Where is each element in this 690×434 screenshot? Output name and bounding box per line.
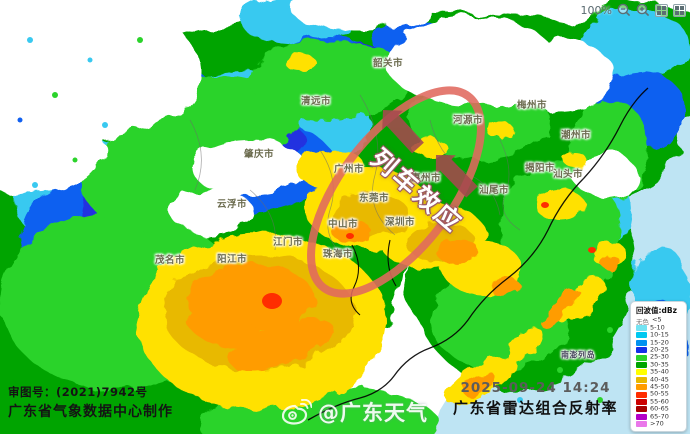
map-credits: 审图号：(2021)7942号 广东省气象数据中心制作 (8, 384, 173, 421)
legend-title: 回波值:dBz (636, 306, 677, 315)
boundary-lines (189, 94, 521, 256)
zoom-out-icon (617, 3, 631, 17)
legend-swatch (636, 406, 647, 413)
legend-no-color-value: <5 (652, 315, 662, 324)
legend-range-label: 40-45 (650, 375, 669, 384)
legend-range-label: 10-15 (650, 330, 669, 339)
legend-row: 50-55 (636, 391, 682, 398)
data-center-credit: 广东省气象数据中心制作 (8, 404, 173, 420)
annotation-arrows (382, 110, 478, 198)
reflectivity-legend: 回波值:dBz 无色 <5 5-10 10-15 15-20 20-25 25-30 30… (630, 301, 687, 432)
legend-range-label: 45-50 (650, 382, 669, 391)
legend-swatch (636, 398, 647, 405)
legend-range-label: 55-60 (650, 397, 669, 406)
legend-swatch (636, 347, 647, 354)
zoom-in-button[interactable] (636, 3, 650, 17)
echo-gaps (0, 0, 637, 234)
map-approval-number: 审图号：(2021)7942号 (8, 385, 148, 399)
legend-swatch (636, 413, 647, 420)
legend-range-label: 15-20 (650, 338, 669, 347)
legend-swatch (636, 362, 647, 369)
zoom-in-icon (636, 3, 650, 17)
layer-toggle-2-icon[interactable] (673, 3, 686, 17)
weibo-watermark: @广东天气 (282, 397, 428, 427)
zoom-out-button[interactable] (617, 3, 631, 17)
legend-range-label: 30-35 (650, 360, 669, 369)
weibo-icon (282, 399, 312, 425)
annotation-ellipse (307, 86, 485, 298)
legend-swatch (636, 339, 647, 346)
legend-range-label: 25-30 (650, 352, 669, 361)
layer-toggle-1-icon[interactable] (655, 3, 668, 17)
radar-timestamp: 2025-09-24 14:24 (460, 380, 611, 396)
train-effect-arrow-2 (435, 155, 478, 198)
legend-swatch (636, 421, 647, 428)
legend-range-label: 65-70 (650, 412, 669, 421)
legend-range-label: 50-55 (650, 389, 669, 398)
legend-row: 15-20 (636, 339, 682, 346)
legend-row-no-color: 无色 <5 (636, 315, 682, 326)
legend-swatch (636, 376, 647, 383)
legend-swatch (636, 354, 647, 361)
legend-no-color-label: 无色 (636, 317, 649, 326)
legend-range-label: 35-40 (650, 367, 669, 376)
legend-row: 60-65 (636, 406, 682, 413)
legend-row: >70 (636, 419, 682, 428)
legend-row: 35-40 (636, 369, 682, 376)
legend-row: 25-30 (636, 354, 682, 361)
legend-swatch (636, 325, 647, 332)
legend-range-label: 60-65 (650, 404, 669, 413)
legend-swatch (636, 332, 647, 339)
legend-swatch (636, 384, 647, 391)
echo-orange (185, 221, 620, 397)
legend-swatch (636, 391, 647, 398)
legend-row: 20-25 (636, 345, 682, 354)
legend-row: 5-10 (636, 323, 682, 332)
map-controls: 100% (581, 3, 686, 17)
coastline (307, 87, 649, 421)
legend-row: 40-45 (636, 376, 682, 383)
legend-row: 55-60 (636, 398, 682, 405)
legend-range-label: >70 (650, 419, 664, 428)
train-effect-arrow-1 (382, 110, 424, 154)
legend-row: 30-35 (636, 360, 682, 369)
product-title: 广东省雷达组合反射率 (452, 399, 618, 417)
legend-range-label: 20-25 (650, 345, 669, 354)
legend-row: 45-50 (636, 382, 682, 391)
product-info: 2025-09-24 14:24 广东省雷达组合反射率 (453, 380, 618, 418)
echo-red (262, 202, 596, 309)
legend-row: 10-15 (636, 332, 682, 339)
legend-range-label: 5-10 (650, 323, 665, 332)
legend-swatch (636, 369, 647, 376)
legend-row: 65-70 (636, 413, 682, 420)
zoom-level-value: 100% (580, 3, 612, 17)
legend-rows: 5-10 10-15 15-20 20-25 25-30 30-35 35-40 40-45 4… (636, 323, 682, 428)
weibo-handle: @广东天气 (318, 401, 428, 425)
